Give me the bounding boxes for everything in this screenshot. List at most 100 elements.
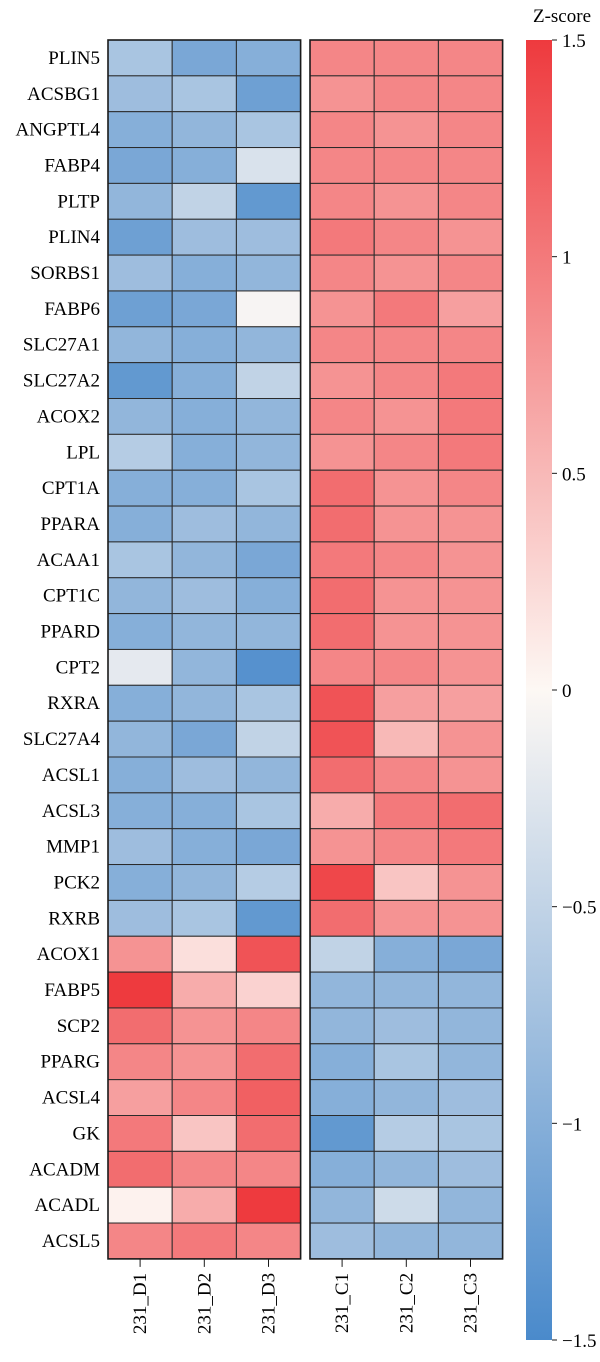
heatmap-cell [373,398,439,435]
legend-tick-label: 1 [562,248,572,269]
heatmap-cell [309,577,375,615]
heatmap-cell [437,541,504,579]
heatmap-cell [235,39,302,77]
heatmap-cell [235,684,302,722]
heatmap-cell [309,290,375,328]
row-label: RXRA [47,693,100,714]
heatmap-cell [171,469,237,507]
heatmap-cell [309,1150,375,1188]
heatmap-cell [107,1043,173,1081]
heatmap-cell [107,433,173,471]
heatmap-cell [107,899,173,937]
heatmap-cell [235,326,302,364]
heatmap-cell [235,505,302,543]
heatmap-cell [107,1150,173,1188]
heatmap-cell [373,1150,439,1188]
heatmap-cell [171,899,237,937]
legend-tick-label: 0.5 [562,464,586,485]
heatmap-cell [235,398,302,435]
heatmap-cell [437,218,504,256]
heatmap-cell [171,147,237,184]
heatmap-cell [171,1115,237,1152]
heatmap-cell [309,39,375,77]
heatmap-cell [107,541,173,579]
row-label: ACOX1 [37,944,100,965]
heatmap-cell [309,505,375,543]
heatmap-cell [107,684,173,722]
heatmap-cell [373,864,439,901]
heatmap-cell [309,971,375,1009]
heatmap-cell [235,1186,302,1224]
heatmap-cell [309,111,375,149]
heatmap-cell [171,254,237,292]
heatmap-cell [235,971,302,1009]
heatmap-cell [373,505,439,543]
heatmap-cell [373,613,439,650]
heatmap-cell [107,182,173,220]
heatmap-cell [171,648,237,686]
heatmap-cell [235,613,302,650]
heatmap-cell [107,326,173,364]
heatmap-cell [309,75,375,113]
heatmap-cell [235,111,302,149]
legend-tick-label: −1 [562,1114,582,1135]
heatmap-cell [309,326,375,364]
heatmap-cell [373,111,439,149]
heatmap-cell [437,39,504,77]
heatmap-cell [309,899,375,937]
heatmap-cell [309,362,375,399]
heatmap-cell [171,75,237,113]
heatmap-cell [309,433,375,471]
row-label: FABP4 [44,155,100,176]
heatmap-cell [309,864,375,901]
row-label: ACOX2 [37,406,100,427]
row-label: ACSL1 [42,765,100,786]
heatmap-cell [309,469,375,507]
heatmap-cell [235,899,302,937]
heatmap-cell [437,828,504,866]
heatmap-cell [171,290,237,328]
heatmap-cell [373,254,439,292]
heatmap-cell [235,254,302,292]
heatmap-cell [373,792,439,830]
row-label: ACADM [29,1159,100,1180]
heatmap-cell [373,828,439,866]
heatmap-cell [437,362,504,399]
heatmap-cell [437,111,504,149]
row-label: ACSL3 [42,801,100,822]
heatmap-cell [107,648,173,686]
heatmap-cell [437,326,504,364]
heatmap-cell [107,290,173,328]
heatmap-cell [437,1186,504,1224]
row-label: FABP5 [44,980,100,1001]
heatmap-cell [437,1007,504,1045]
heatmap-cell [107,398,173,435]
heatmap-cell [373,218,439,256]
heatmap-cell [437,577,504,615]
legend-tick-label: −0.5 [562,898,596,919]
heatmap-cell [171,218,237,256]
row-label: LPL [66,442,100,463]
column-label: 231_D2 [194,1273,215,1334]
heatmap-cell [235,362,302,399]
heatmap-cell [107,935,173,973]
row-label: CPT2 [56,657,100,678]
heatmap-cell [373,684,439,722]
heatmap-cell [171,577,237,615]
column-label: 231_D3 [259,1273,280,1334]
heatmap-cell [171,613,237,650]
heatmap-cell [171,971,237,1009]
heatmap-cell [437,147,504,184]
heatmap-cell [437,756,504,794]
heatmap-cell [171,828,237,866]
heatmap-cell [437,254,504,292]
heatmap-cell [437,1079,504,1117]
row-label: CPT1A [42,478,100,499]
heatmap-cell [107,756,173,794]
heatmap-cell [235,935,302,973]
heatmap-cell [171,864,237,901]
heatmap-cell [373,39,439,77]
heatmap-cell [107,39,173,77]
heatmap-cell [309,828,375,866]
